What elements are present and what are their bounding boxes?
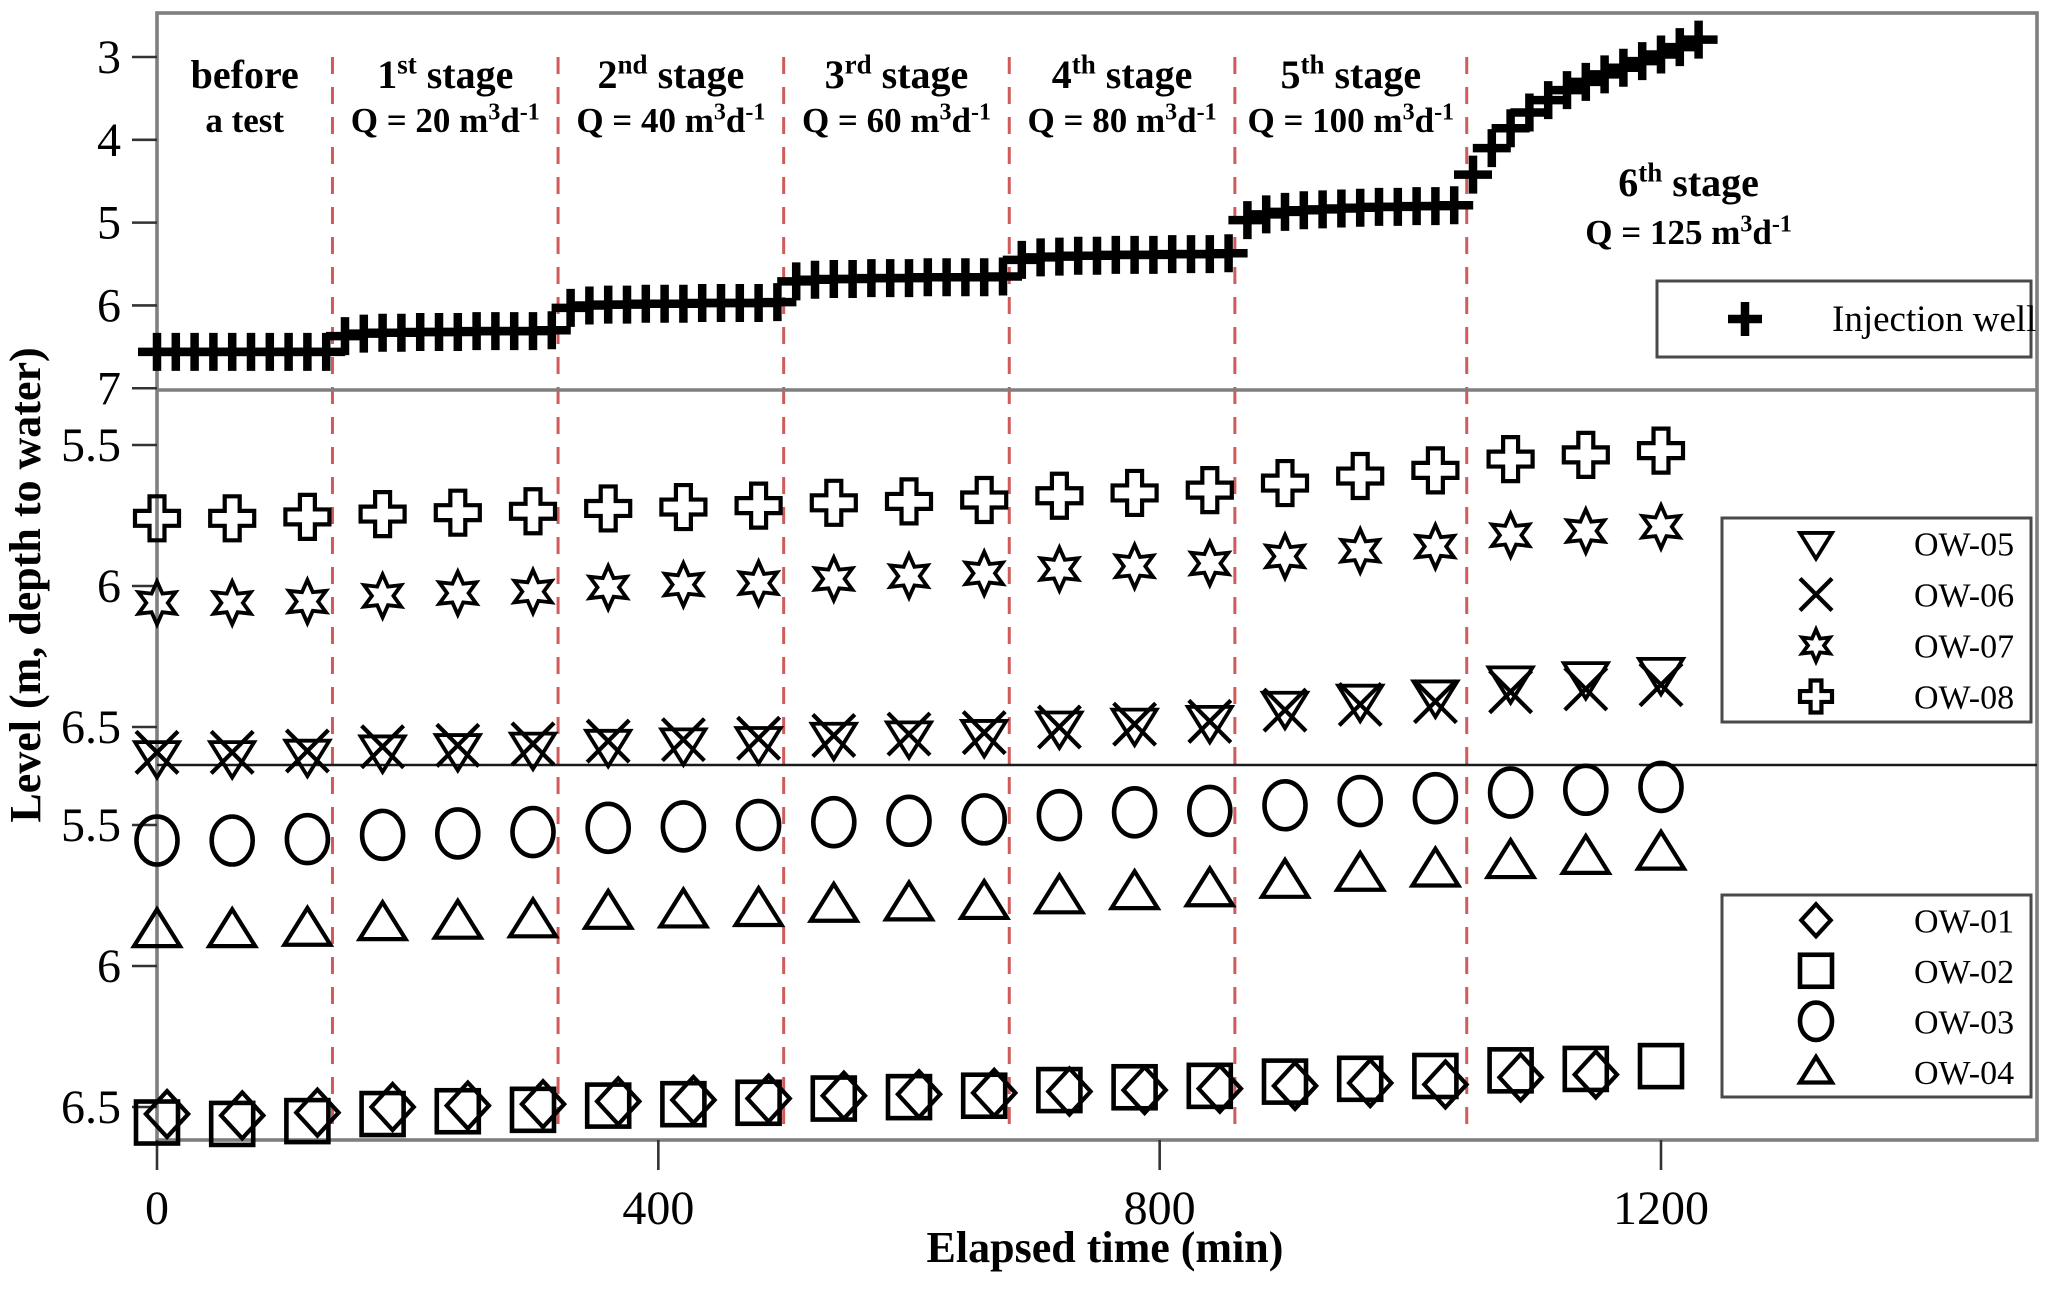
- y-tick-label: 6.5: [61, 1081, 121, 1134]
- y-tick-label: 6: [97, 279, 121, 332]
- plot-border: [155, 11, 2039, 1142]
- plot-frame: [155, 11, 2039, 1142]
- series-ow-01: [143, 1048, 1620, 1142]
- stage-rate: a test: [205, 101, 284, 140]
- x-axis-title: Elapsed time (min): [927, 1223, 1284, 1272]
- legend-label: Injection well: [1832, 299, 2036, 340]
- y-tick-label: 5.5: [61, 799, 121, 852]
- legend-label: OW-04: [1914, 1055, 2014, 1092]
- series-ow-03: [134, 760, 1684, 867]
- x-tick-label: 400: [622, 1182, 694, 1235]
- series-ow-05: [131, 657, 1687, 782]
- stage-title: before: [191, 52, 299, 97]
- y-tick-label: 3: [97, 31, 121, 84]
- lower-obs-legend-box: [1720, 893, 2033, 1099]
- legend-label: OW-07: [1914, 629, 2014, 666]
- legend-label: OW-01: [1914, 903, 2014, 940]
- y-tick-label: 6: [97, 560, 121, 613]
- y-tick-label: 6.5: [61, 701, 121, 754]
- legend-label: OW-05: [1914, 527, 2014, 564]
- stage-title: 6th stage: [1618, 158, 1759, 205]
- x-tick-label: 1200: [1613, 1182, 1709, 1235]
- legend-label: OW-06: [1914, 578, 2014, 615]
- series-injection-well: [138, 20, 1718, 371]
- upper-obs-legend: OW-05 OW-06 OW-07 OW-08: [1720, 516, 2033, 724]
- stage-rate: Q = 125 m3d-1: [1585, 211, 1792, 252]
- series-ow-07: [134, 500, 1684, 630]
- legend-label: OW-08: [1914, 680, 2014, 717]
- stage-title: 2nd stage: [598, 50, 745, 97]
- stage-rate: Q = 40 m3d-1: [576, 99, 765, 140]
- stage-rate: Q = 20 m3d-1: [351, 99, 540, 140]
- upper-obs-legend-box: [1720, 516, 2033, 724]
- x-tick-label: 0: [145, 1182, 169, 1235]
- y-axis-title: Level (m, depth to water): [1, 347, 50, 822]
- legend-label: OW-02: [1914, 954, 2014, 991]
- stage-rate: Q = 100 m3d-1: [1248, 99, 1455, 140]
- y-tick-label: 5: [97, 197, 121, 250]
- series-ow-08: [132, 426, 1686, 543]
- stage-rate: Q = 80 m3d-1: [1028, 99, 1217, 140]
- stage-title: 3rd stage: [825, 50, 969, 97]
- y-tick-label: 7: [97, 362, 121, 415]
- y-tick-label: 5.5: [61, 419, 121, 472]
- stage-title: 4th stage: [1052, 50, 1193, 97]
- injection-legend-box: [1655, 279, 2033, 359]
- x-tick-label: 800: [1124, 1182, 1196, 1235]
- series-ow-04: [130, 827, 1688, 949]
- y-tick-label: 4: [97, 114, 121, 167]
- legend-label: OW-03: [1914, 1004, 2014, 1041]
- stage-title: 1st stage: [377, 50, 513, 97]
- lower-obs-legend: OW-01 OW-02 OW-03 OW-04: [1720, 893, 2033, 1099]
- stage-title: 5th stage: [1280, 50, 1421, 97]
- y-tick-label: 6: [97, 940, 121, 993]
- stage-rate: Q = 60 m3d-1: [802, 99, 991, 140]
- injection-legend: Injection well: [1655, 279, 2036, 359]
